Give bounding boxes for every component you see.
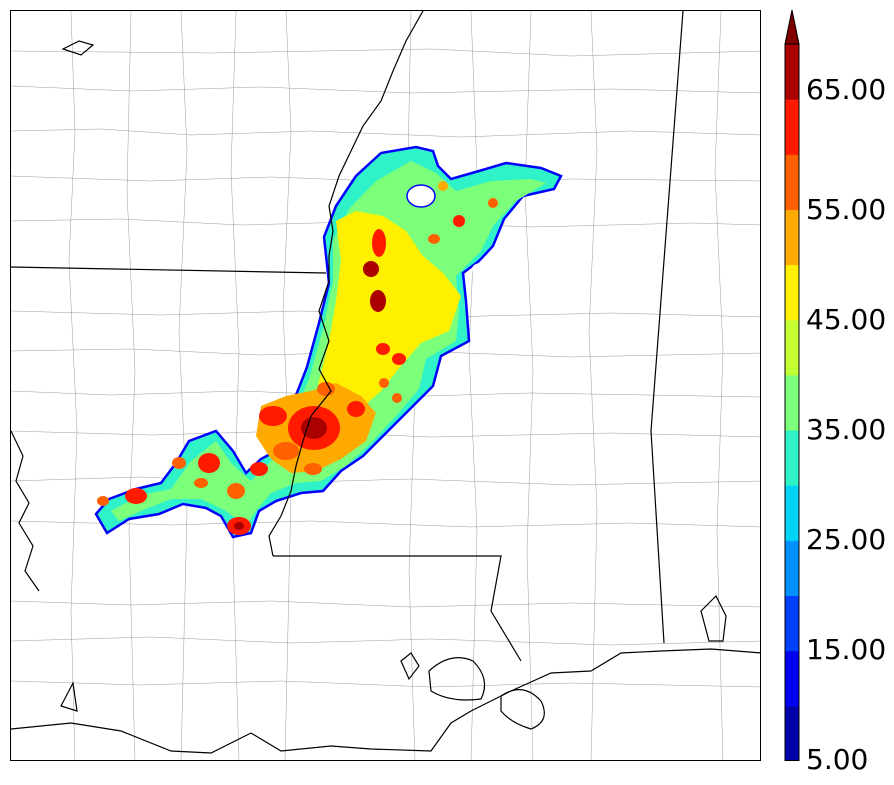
colorbar-bin	[785, 319, 799, 376]
bay-east	[700, 594, 727, 642]
colorbar-bin	[785, 485, 799, 541]
colorbar-tick-label: 25.00	[806, 523, 887, 556]
state-boundaries	[11, 11, 760, 754]
reflectivity-map	[11, 11, 760, 760]
echo-gap	[472, 263, 490, 275]
colorbar-bin	[785, 430, 799, 486]
colorbar-bin	[785, 264, 799, 321]
colorbar-bin	[785, 650, 799, 707]
state-line-east	[650, 11, 684, 644]
coastline	[11, 648, 760, 754]
state-line-south	[273, 555, 522, 662]
state-line-north	[11, 266, 327, 274]
lake-north	[61, 40, 95, 56]
colorbar-bin	[785, 209, 799, 266]
lake-small	[400, 652, 420, 681]
colorbar-outline	[784, 43, 800, 761]
echo-cores	[97, 181, 498, 535]
colorbar-bin	[785, 99, 799, 155]
map-panel	[10, 10, 761, 761]
colorbar-tick-label: 35.00	[806, 413, 887, 446]
colorbar-tick-label: 45.00	[806, 303, 887, 336]
colorbar	[784, 10, 800, 761]
island-shore	[60, 681, 78, 712]
coast-west	[11, 430, 40, 592]
colorbar-bin	[785, 44, 799, 100]
colorbar-extend-arrow	[784, 10, 800, 45]
colorbar-bin	[785, 374, 799, 431]
lake-shore	[428, 657, 486, 701]
river-boundary	[268, 11, 424, 557]
colorbar-tick-label: 5.00	[806, 743, 869, 776]
county-boundaries	[11, 11, 760, 760]
colorbar-tick-label: 55.00	[806, 193, 887, 226]
colorbar-tick-label: 65.00	[806, 73, 887, 106]
colorbar-tick-label: 15.00	[806, 633, 887, 666]
colorbar-bin	[785, 154, 799, 210]
echo-45dbz	[313, 211, 461, 431]
colorbar-bin	[785, 595, 799, 652]
colorbar-bin	[785, 705, 799, 761]
delta	[500, 689, 545, 730]
colorbar-bin	[785, 540, 799, 597]
echo-gap	[406, 184, 436, 208]
